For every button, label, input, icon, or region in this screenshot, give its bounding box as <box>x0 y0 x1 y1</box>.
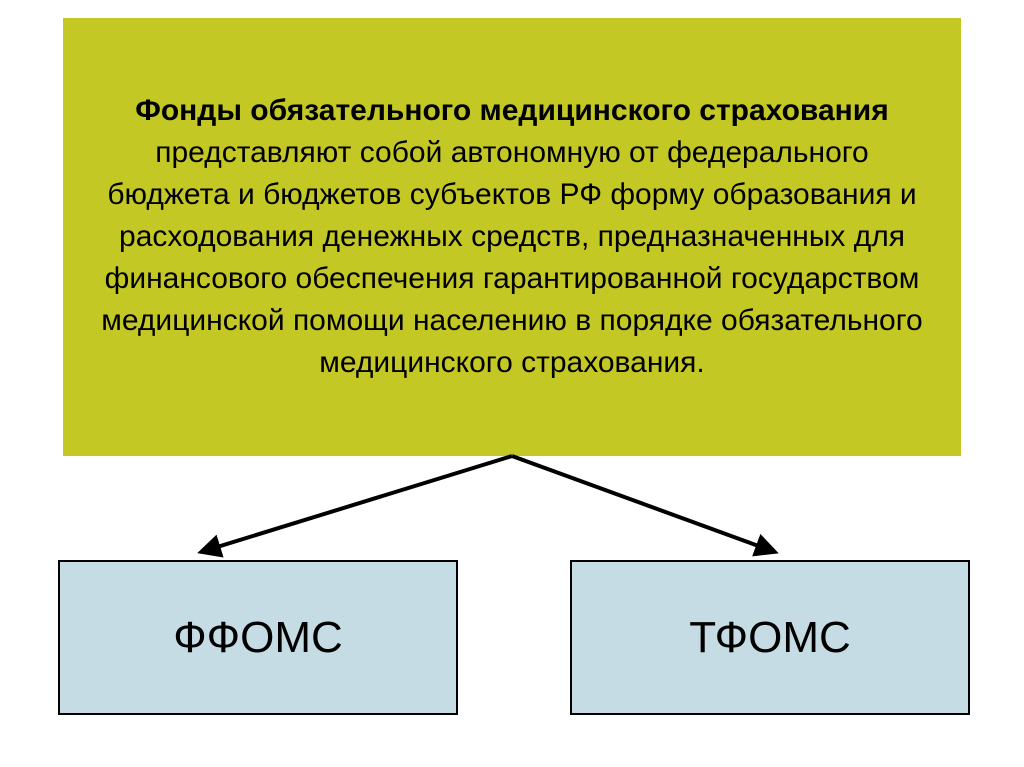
fund-label-left: ФФОМС <box>173 613 343 663</box>
fund-boxes-container: ФФОМС ТФОМС <box>0 560 1024 715</box>
fund-box-tfoms: ТФОМС <box>570 560 970 715</box>
definition-box: Фонды обязательного медицинского страхов… <box>63 18 961 456</box>
arrows-container <box>63 456 961 561</box>
definition-text: Фонды обязательного медицинского страхов… <box>93 90 931 384</box>
fund-label-right: ТФОМС <box>689 613 851 663</box>
arrow-right <box>63 456 961 566</box>
definition-bold: Фонды обязательного медицинского страхов… <box>135 94 889 127</box>
definition-normal: представляют собой автономную от федерал… <box>101 136 922 379</box>
fund-box-ffoms: ФФОМС <box>58 560 458 715</box>
